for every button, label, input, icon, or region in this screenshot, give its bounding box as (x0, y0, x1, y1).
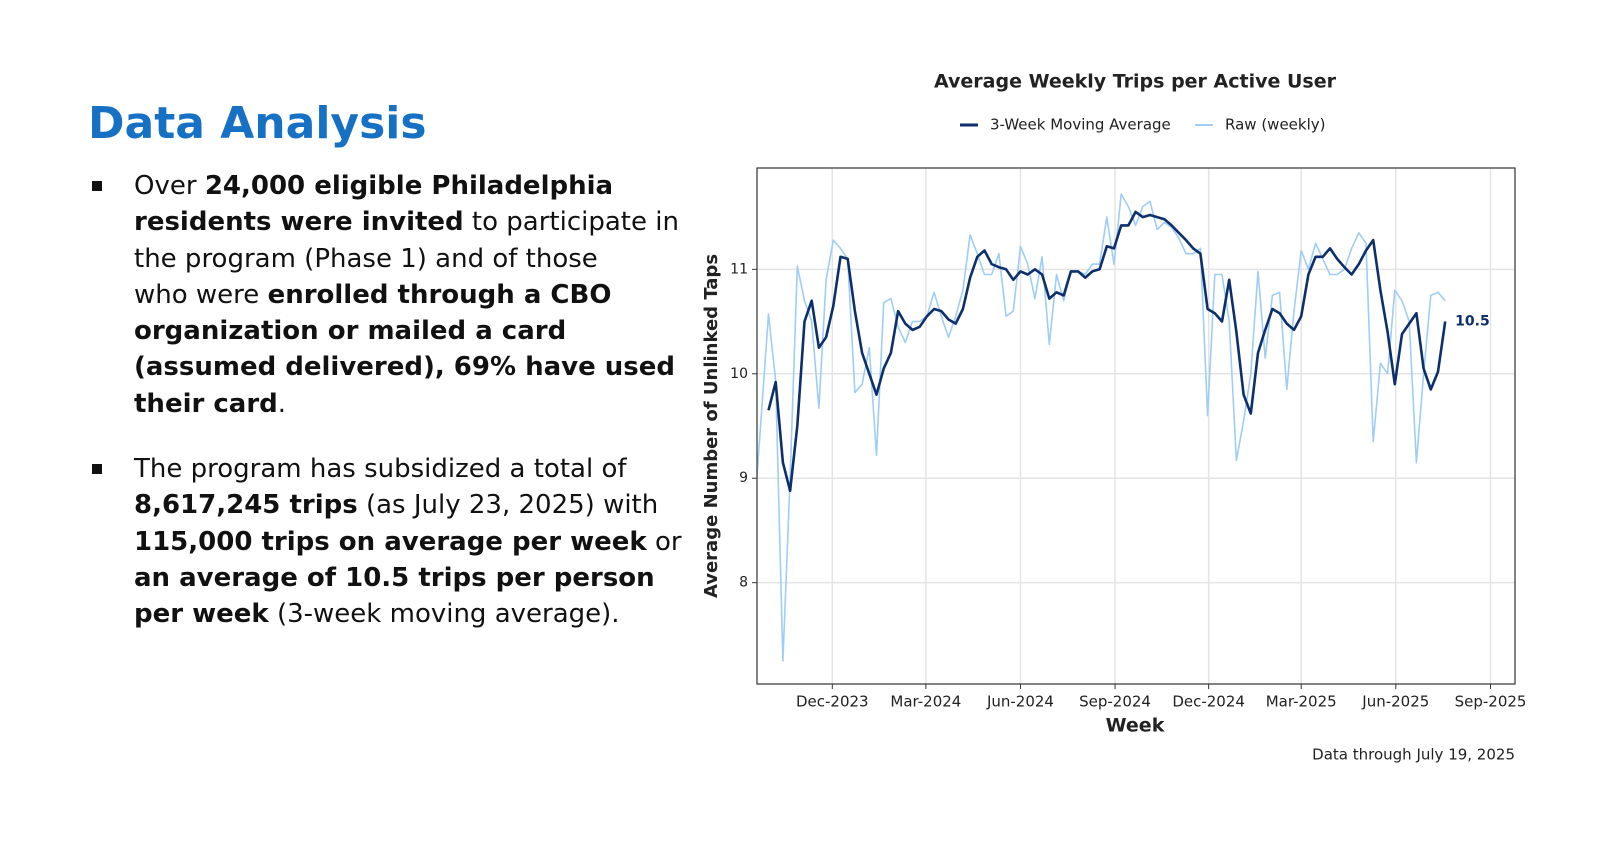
bullet-marker (92, 464, 102, 474)
bold-text: organization or mailed a card (134, 316, 567, 347)
x-tick-label: Mar-2024 (890, 693, 961, 711)
text: or (646, 526, 682, 557)
bold-text: 24,000 eligible Philadelphia (204, 171, 614, 201)
end-label: 10.5 (1455, 314, 1490, 330)
slide-title: Data Analysis (88, 98, 427, 149)
bold-text: per week (134, 599, 269, 630)
text-line: organization or mailed a card (134, 313, 679, 349)
text-line: their card. (134, 386, 679, 422)
bullet-marker (92, 181, 102, 191)
series-line (757, 193, 1446, 662)
legend-label: 3-Week Moving Average (990, 116, 1171, 134)
text-line: 115,000 trips on average per week or (134, 524, 682, 560)
text: who were (134, 279, 268, 310)
bullet: The program has subsidized a total of 8,6… (92, 451, 682, 632)
text-line: residents were invited to participate in (134, 204, 679, 240)
y-tick-label: 11 (730, 261, 748, 277)
bullet: Over 24,000 eligible Philadelphia residen… (92, 168, 679, 422)
text: (3-week moving average). (268, 599, 620, 630)
text: the program (Phase 1) and of those (134, 243, 598, 274)
text-line: (assumed delivered), 69% have used (134, 349, 679, 385)
series-line (767, 210, 1447, 493)
text-line: who were enrolled through a CBO (134, 277, 679, 313)
bold-text: their card (134, 388, 278, 419)
text-line: per week (3-week moving average). (134, 596, 682, 632)
x-tick-label: Dec-2023 (796, 693, 869, 711)
text-line: the program (Phase 1) and of those (134, 241, 679, 277)
caption: Data through July 19, 2025 (1312, 746, 1515, 764)
x-axis-label: Week (1106, 715, 1165, 737)
x-tick-label: Mar-2025 (1266, 693, 1337, 711)
text: Over (134, 171, 205, 201)
bold-text: 8,617,245 trips (134, 490, 358, 521)
plot-border (756, 167, 1516, 685)
text-line: Over 24,000 eligible Philadelphia (134, 168, 679, 204)
y-tick-label: 8 (739, 575, 748, 591)
chart-title: Average Weekly Trips per Active User (934, 71, 1337, 93)
text: The program has subsidized a total of (134, 454, 627, 484)
x-tick-label: Jun-2025 (1361, 693, 1429, 711)
bold-text: residents were invited (134, 207, 464, 238)
text-line: The program has subsidized a total of (134, 451, 682, 487)
text-line: 8,617,245 trips (as July 23, 2025) with (134, 487, 682, 523)
bold-text: 115,000 trips on average per week (134, 526, 647, 557)
bold-text: an average of 10.5 trips per person (134, 562, 655, 593)
y-tick-label: 9 (739, 470, 748, 486)
text: (as July 23, 2025) with (357, 490, 659, 521)
y-axis-label: Average Number of Unlinked Taps (701, 254, 722, 598)
bold-text: enrolled through a CBO (267, 279, 612, 310)
x-tick-label: Sep-2025 (1455, 693, 1527, 711)
x-tick-label: Sep-2024 (1079, 693, 1151, 711)
x-tick-label: Jun-2024 (986, 693, 1054, 711)
text: . (277, 388, 287, 419)
text: to participate in (463, 207, 679, 238)
bold-text: (assumed delivered), 69% have used (134, 352, 676, 383)
text-line: an average of 10.5 trips per person (134, 560, 682, 596)
y-tick-label: 10 (730, 366, 748, 382)
x-tick-label: Dec-2024 (1172, 693, 1245, 711)
legend-label: Raw (weekly) (1225, 116, 1325, 134)
